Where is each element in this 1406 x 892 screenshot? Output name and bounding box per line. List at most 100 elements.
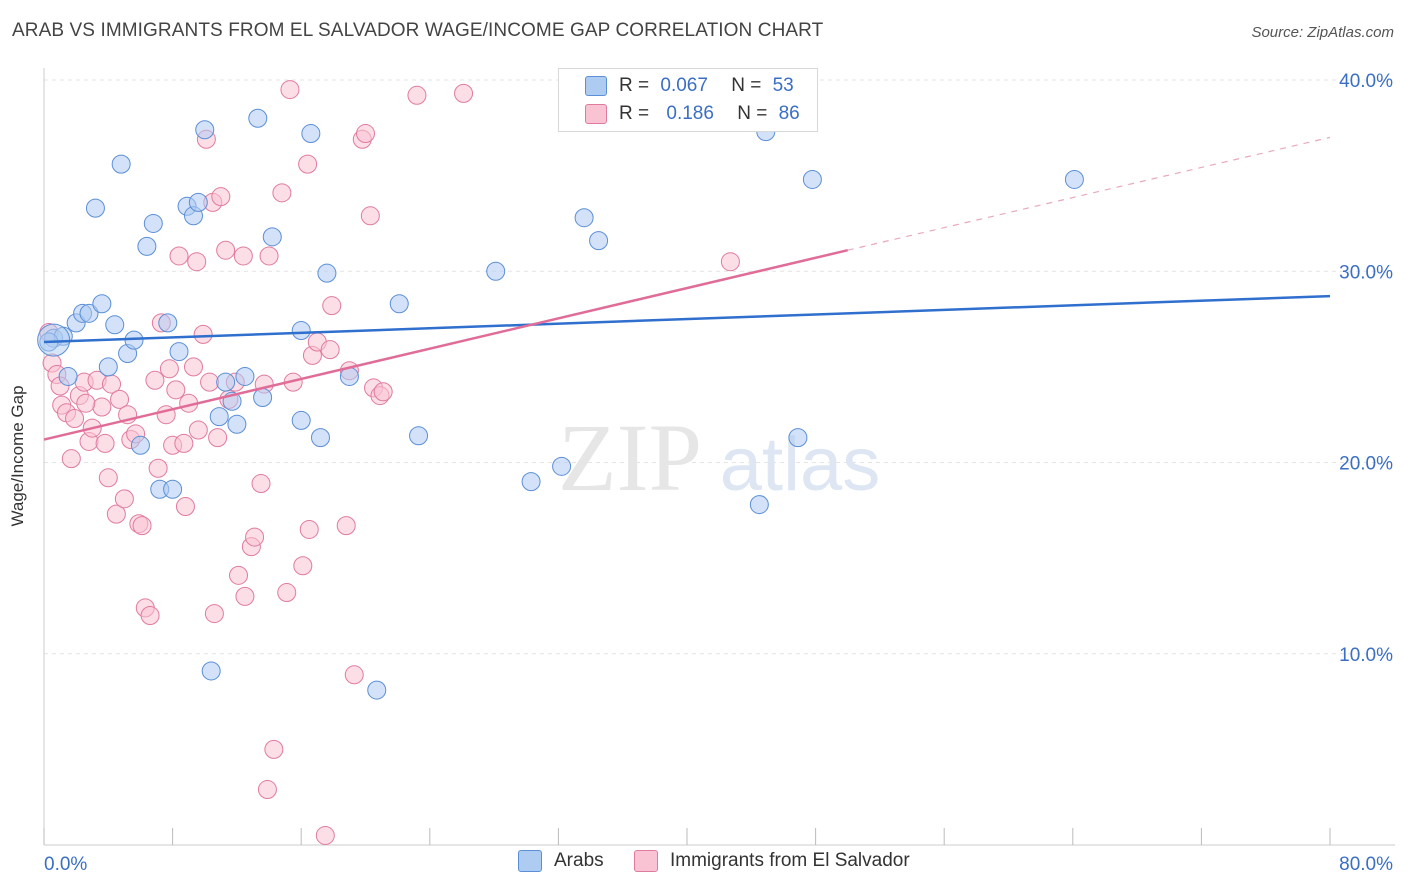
- point-el-salvador: [211, 187, 231, 207]
- point-el-salvador: [132, 516, 152, 536]
- legend-label-el-salvador: Immigrants from El Salvador: [670, 850, 910, 871]
- legend-item-arabs[interactable]: Arabs: [518, 850, 604, 872]
- point-arabs: [301, 124, 321, 144]
- point-arabs: [317, 263, 337, 283]
- point-el-salvador: [257, 780, 277, 800]
- point-arabs: [201, 661, 221, 681]
- point-el-salvador: [373, 382, 393, 402]
- point-el-salvador: [193, 324, 213, 344]
- point-el-salvador: [251, 474, 271, 494]
- point-arabs: [209, 407, 229, 427]
- point-arabs: [749, 495, 769, 515]
- x-tick-labels: 0.0% 80.0%: [44, 854, 1393, 875]
- point-el-salvador: [360, 206, 380, 226]
- watermark: ZIP atlas: [558, 404, 880, 511]
- point-arabs: [1064, 169, 1084, 189]
- legend-r-value-arabs: 0.067: [660, 75, 708, 96]
- point-el-salvador: [235, 586, 255, 606]
- point-el-salvador: [65, 409, 85, 429]
- point-arabs: [248, 108, 268, 128]
- y-tick-labels: 10.0% 20.0% 30.0% 40.0%: [1339, 71, 1393, 666]
- legend-swatch-arabs: [585, 76, 607, 96]
- point-arabs: [367, 680, 387, 700]
- watermark-zip: ZIP: [558, 404, 702, 511]
- point-el-salvador: [259, 246, 279, 266]
- point-el-salvador: [169, 246, 189, 266]
- point-arabs: [409, 426, 429, 446]
- point-arabs: [310, 428, 330, 448]
- point-el-salvador: [233, 246, 253, 266]
- point-el-salvador: [175, 496, 195, 516]
- point-el-salvador: [356, 124, 375, 144]
- point-el-salvador: [277, 583, 297, 603]
- point-arabs: [188, 192, 208, 212]
- point-arabs: [111, 154, 131, 174]
- point-el-salvador: [204, 604, 224, 624]
- point-arabs: [521, 472, 541, 492]
- point-arabs: [235, 366, 255, 386]
- point-el-salvador: [183, 357, 203, 377]
- y-tick-label: 30.0%: [1339, 262, 1393, 283]
- point-arabs: [79, 303, 99, 323]
- point-arabs: [158, 313, 178, 333]
- point-el-salvador: [407, 85, 427, 105]
- legend-label-arabs: Arabs: [554, 850, 604, 871]
- point-arabs: [130, 435, 150, 455]
- point-arabs: [98, 357, 118, 377]
- point-el-salvador: [188, 420, 208, 440]
- point-el-salvador: [264, 739, 284, 759]
- point-arabs: [552, 456, 572, 476]
- point-el-salvador: [208, 428, 228, 448]
- point-arabs: [574, 208, 594, 228]
- point-el-salvador: [315, 825, 335, 845]
- point-arabs: [788, 428, 808, 448]
- point-arabs: [92, 294, 112, 314]
- x-tick-label-min: 0.0%: [44, 854, 87, 875]
- point-arabs: [389, 294, 409, 314]
- trend-line-el-salvador: [43, 248, 849, 441]
- point-el-salvador: [272, 183, 292, 203]
- point-arabs: [802, 169, 822, 189]
- legend-n-label: N =: [731, 75, 762, 96]
- legend-swatch-el-salvador: [634, 850, 658, 872]
- point-el-salvador: [98, 468, 118, 488]
- point-el-salvador: [187, 252, 207, 272]
- point-el-salvador: [229, 565, 249, 585]
- point-el-salvador: [145, 370, 165, 390]
- gridlines: [44, 79, 1395, 655]
- point-arabs: [195, 120, 215, 140]
- point-arabs: [143, 213, 163, 233]
- point-el-salvador: [95, 433, 115, 453]
- point-arabs: [253, 387, 273, 407]
- trend-line-arabs: [43, 294, 1331, 344]
- point-el-salvador: [454, 83, 474, 103]
- y-tick-label: 20.0%: [1339, 454, 1393, 475]
- point-el-salvador: [159, 359, 179, 379]
- point-el-salvador: [106, 504, 126, 524]
- point-el-salvador: [174, 433, 194, 453]
- source-credit: Source: ZipAtlas.com: [1251, 24, 1394, 41]
- chart-title: ARAB VS IMMIGRANTS FROM EL SALVADOR WAGE…: [12, 20, 824, 41]
- data-points: [37, 80, 1084, 845]
- point-arabs: [291, 410, 311, 430]
- point-el-salvador: [336, 516, 356, 536]
- point-el-salvador: [61, 449, 81, 469]
- point-arabs: [589, 231, 609, 251]
- legend-swatch-arabs: [518, 850, 542, 872]
- point-arabs: [486, 261, 506, 281]
- point-el-salvador: [110, 389, 130, 409]
- legend-r-label: R =: [619, 75, 650, 96]
- legend-item-el-salvador[interactable]: Immigrants from El Salvador: [634, 850, 910, 872]
- point-el-salvador: [148, 458, 168, 478]
- point-el-salvador: [298, 154, 318, 174]
- x-tick-label-max: 80.0%: [1339, 854, 1393, 875]
- point-el-salvador: [166, 380, 186, 400]
- point-arabs: [216, 372, 236, 392]
- legend-n-value-el-salvador: 86: [778, 103, 800, 124]
- point-arabs: [85, 198, 105, 218]
- point-arabs: [105, 315, 125, 335]
- legend-swatch-el-salvador: [585, 104, 607, 124]
- legend-r-value-el-salvador: 0.186: [666, 103, 714, 124]
- point-arabs: [291, 321, 311, 341]
- y-tick-label: 10.0%: [1339, 645, 1393, 666]
